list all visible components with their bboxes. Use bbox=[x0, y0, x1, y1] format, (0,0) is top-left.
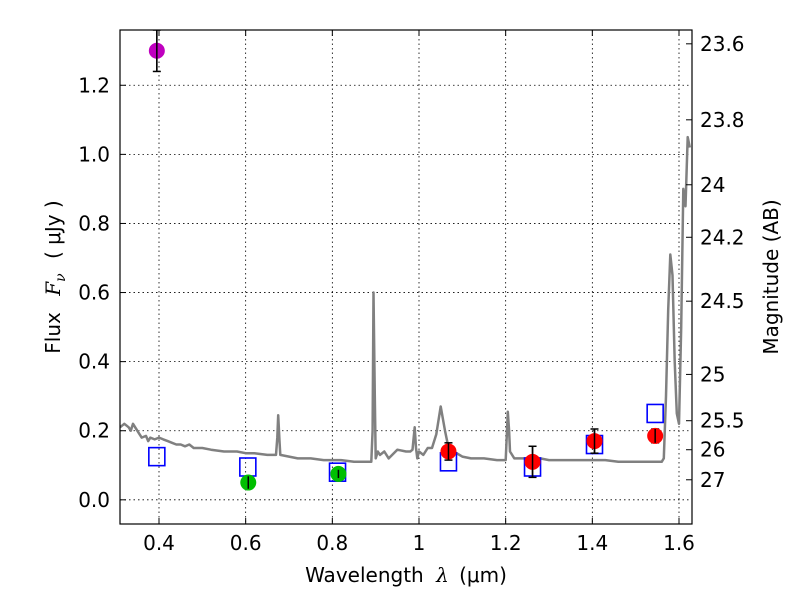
y2-tick-label: 23.6 bbox=[700, 32, 745, 56]
y2-tick-label: 23.8 bbox=[700, 108, 745, 132]
y-tick-label: 0.8 bbox=[78, 211, 110, 235]
y-tick-label: 0.0 bbox=[78, 488, 110, 512]
x-tick-label: 1 bbox=[413, 531, 426, 555]
model-square-marker bbox=[646, 403, 664, 424]
y2-tick-label: 27 bbox=[700, 468, 725, 492]
y2-tick-label: 24 bbox=[700, 173, 725, 197]
x-tick-label: 0.4 bbox=[143, 531, 175, 555]
y2-tick-label: 26 bbox=[700, 438, 725, 462]
y2-tick-label: 25.5 bbox=[700, 409, 745, 433]
y2-axis-label: Magnitude (AB) bbox=[759, 199, 783, 354]
x-axis-label: Wavelength λ (μm) bbox=[305, 563, 507, 587]
y-tick-label: 0.4 bbox=[78, 350, 110, 374]
y-tick-label: 0.2 bbox=[78, 419, 110, 443]
plot-frame bbox=[119, 29, 693, 525]
x-tick-label: 0.6 bbox=[230, 531, 262, 555]
grid-layer bbox=[120, 30, 692, 524]
y-axis-label: Flux Fν ( μJy ) bbox=[41, 200, 70, 353]
y2-tick-label: 25 bbox=[700, 362, 725, 386]
y2-tick-label: 24.5 bbox=[700, 289, 745, 313]
y2-tick-label: 24.2 bbox=[700, 225, 745, 249]
x-tick-label: 1.6 bbox=[663, 531, 695, 555]
sed-template-line bbox=[120, 135, 692, 464]
model-square-marker bbox=[148, 446, 166, 467]
y-tick-label: 1.2 bbox=[78, 73, 110, 97]
x-tick-label: 0.8 bbox=[316, 531, 348, 555]
y-tick-label: 1.0 bbox=[78, 142, 110, 166]
y-tick-label: 0.6 bbox=[78, 281, 110, 305]
tick-layer: 0.4 0.6 0.8 1 1.2 1.4 1.6 0.0 0.2 0.4 0.6 0.8 1.0 1.2… bbox=[78, 30, 745, 555]
plot-layer bbox=[120, 30, 692, 491]
x-tick-label: 1.2 bbox=[490, 531, 522, 555]
x-tick-label: 1.4 bbox=[576, 531, 608, 555]
